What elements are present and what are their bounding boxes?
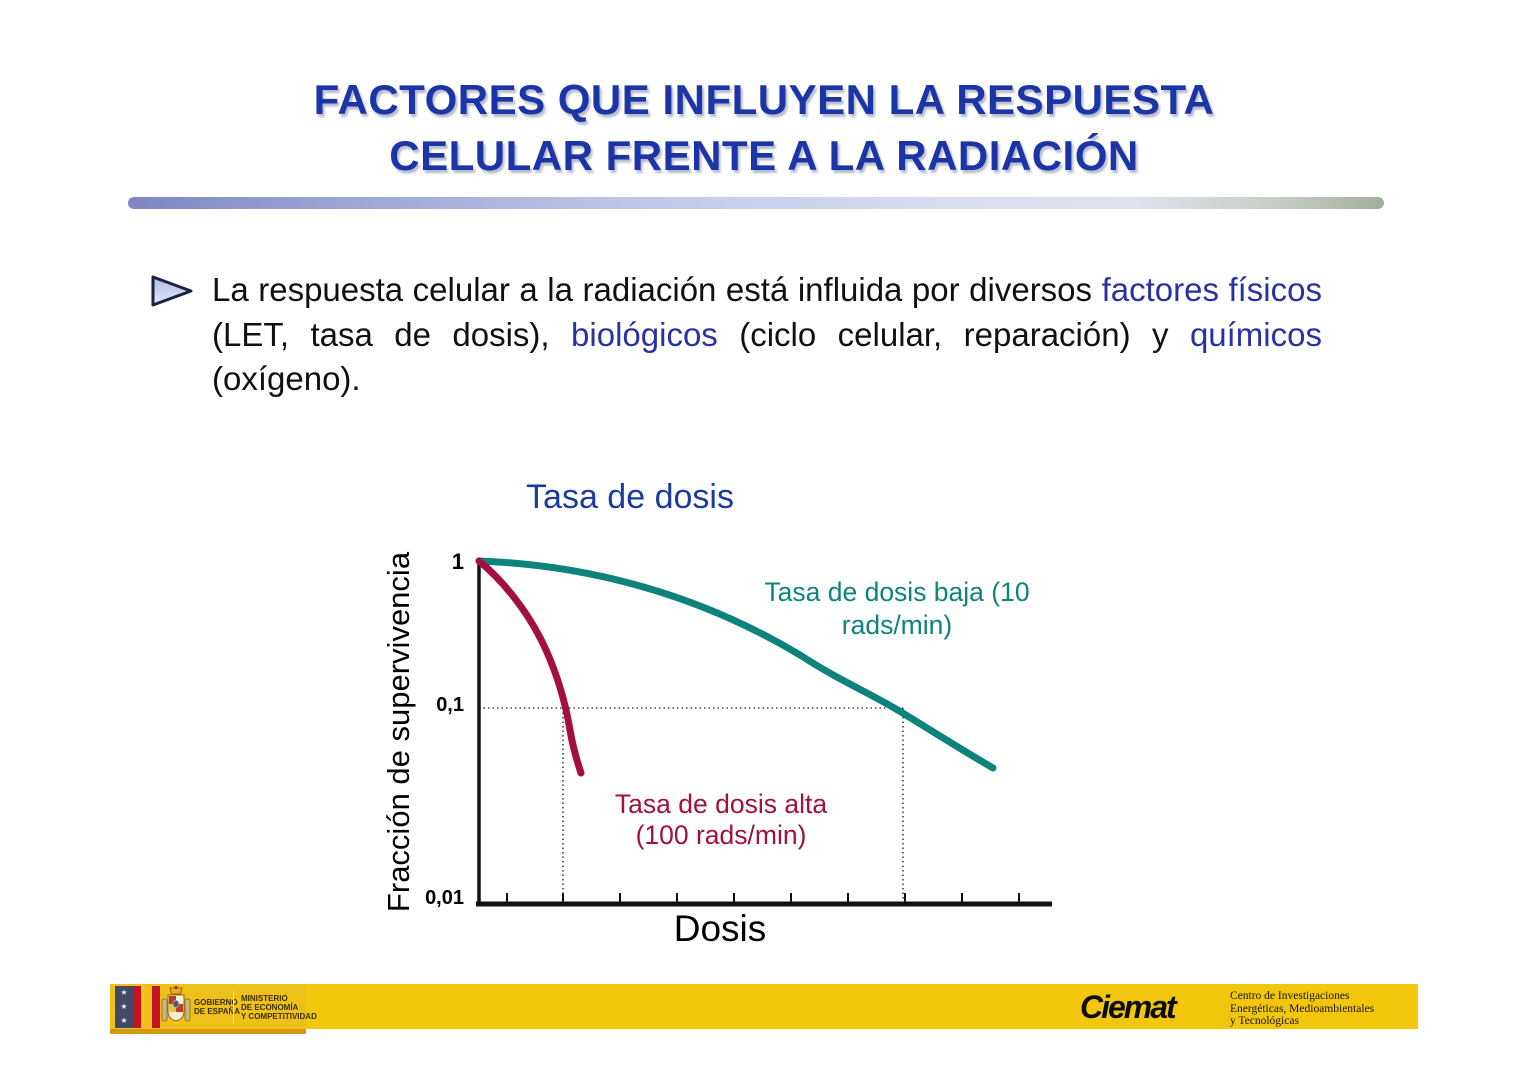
paragraph-segment: (oxígeno). — [212, 360, 361, 397]
y-tick-label-0-01: 0,01 — [425, 887, 464, 909]
slide-title-line2: CELULAR FRENTE A LA RADIACIÓN — [389, 132, 1139, 179]
star-icon: ★ — [120, 988, 128, 997]
gobierno-de-espana-label: GOBIERNO DE ESPAÑA — [194, 998, 240, 1016]
spain-coat-of-arms-icon — [161, 985, 191, 1022]
government-text-divider — [233, 991, 234, 1023]
star-icon: ★ — [120, 1002, 128, 1011]
keyword-biologicos: biológicos — [571, 315, 718, 353]
gobierno-line2: DE ESPAÑA — [194, 1007, 241, 1016]
y-tick-label-1: 1 — [451, 549, 464, 574]
slide-title: FACTORES QUE INFLUYEN LA RESPUESTA CELUL… — [0, 72, 1528, 184]
flag-red-stripe — [152, 986, 160, 1028]
triangle-bullet-icon — [151, 275, 193, 307]
flag-navy-strip: ★ ★ ★ — [115, 986, 133, 1028]
chart-title: Tasa de dosis — [526, 478, 734, 516]
gobierno-line1: GOBIERNO — [194, 998, 238, 1007]
paragraph-segment: (LET, tasa de dosis), — [212, 315, 572, 353]
ministerio-line1: MINISTERIO — [241, 994, 288, 1003]
high-dose-rate-curve — [475, 557, 585, 777]
ciemat-desc-line1: Centro de Investigaciones — [1230, 990, 1350, 1002]
ciemat-desc-line3: y Tecnológicas — [1230, 1015, 1299, 1027]
star-icon: ★ — [120, 1016, 128, 1025]
ciemat-desc-line2: Energéticas, Medioambientales — [1230, 1002, 1375, 1015]
footer-bar — [110, 984, 1418, 1029]
flag-red-stripe — [133, 986, 141, 1028]
ciemat-description: Centro de Investigaciones Energéticas, M… — [1230, 990, 1374, 1028]
government-logo-shadow — [110, 1029, 306, 1034]
low-dose-label-line2: rads/min) — [841, 610, 953, 640]
low-dose-rate-curve — [475, 557, 997, 772]
high-dose-label-line2: (100 rads/min) — [635, 820, 807, 850]
ciemat-logo: Ciemat — [1080, 989, 1177, 1025]
keyword-factores-fisicos: factores físicos — [1101, 271, 1322, 308]
ministerio-line3: Y COMPETITIVIDAD — [241, 1012, 317, 1021]
y-tick-label-0-1: 0,1 — [436, 694, 464, 716]
slide-title-line1: FACTORES QUE INFLUYEN LA RESPUESTA — [313, 76, 1215, 123]
low-dose-curve-label: Tasa de dosis baja (10 rads/min) — [747, 576, 1047, 642]
paragraph-segment: La respuesta celular a la radiación está… — [212, 271, 1102, 308]
paragraph-segment: (ciclo celular, reparación) y — [717, 315, 1190, 353]
high-dose-curve-label: Tasa de dosis alta (100 rads/min) — [571, 789, 871, 851]
y-axis-label: Fracción de supervivencia — [381, 551, 416, 913]
ministerio-line2: DE ECONOMÍA — [241, 1003, 299, 1012]
intro-paragraph: La respuesta celular a la radiación está… — [212, 268, 1322, 402]
survival-chart-plot — [475, 557, 1052, 907]
x-axis-label: Dosis — [673, 908, 767, 949]
x-axis-ticks — [506, 893, 1020, 904]
high-dose-label-line1: Tasa de dosis alta — [614, 789, 828, 819]
keyword-quimicos: químicos — [1189, 315, 1322, 353]
ministerio-label: MINISTERIO DE ECONOMÍA Y COMPETITIVIDAD — [241, 994, 317, 1021]
low-dose-label-line1: Tasa de dosis baja (10 — [764, 577, 1030, 607]
title-divider-bar — [128, 197, 1384, 209]
flag-yellow-stripe — [141, 986, 152, 1028]
